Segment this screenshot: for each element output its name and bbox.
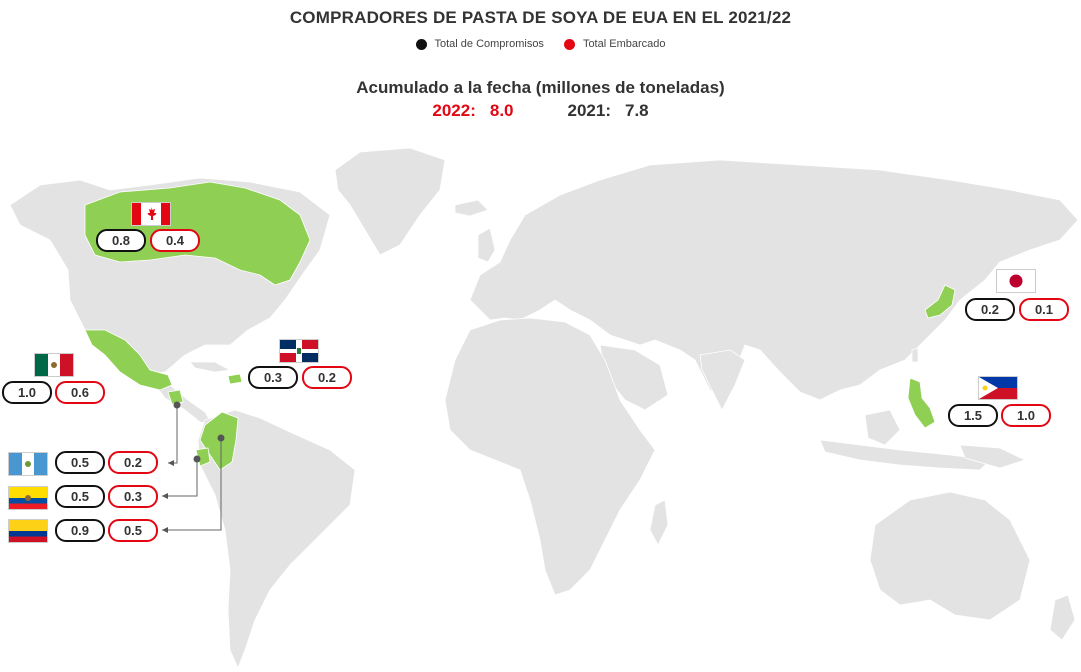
cuba-shape — [189, 361, 232, 373]
guatemala-flag-icon — [9, 453, 47, 475]
colombia-highlight — [199, 411, 239, 471]
uk-shape — [477, 227, 496, 263]
ecuador-shipped-pill: 0.3 — [108, 485, 158, 508]
ecuador-connector — [162, 459, 198, 497]
mexico-highlight — [84, 329, 173, 391]
guatemala-arrowhead — [168, 460, 174, 466]
canada-flag-icon — [132, 203, 170, 225]
chart-title: COMPRADORES DE PASTA DE SOYA DE EUA EN E… — [289, 8, 792, 27]
philippines-committed-pill: 1.5 — [948, 404, 998, 427]
india-shape — [699, 349, 746, 411]
guatemala-highlight — [167, 389, 184, 405]
guatemala-marker — [173, 401, 181, 409]
japan-flag-icon — [997, 270, 1035, 292]
colombia-shipped-pill: 0.5 — [108, 519, 158, 542]
south-america-shape — [197, 409, 356, 670]
japan-shipped-pill: 0.1 — [1019, 298, 1069, 321]
new-guinea-shape — [959, 444, 1027, 469]
new-zealand-shape — [1049, 594, 1076, 641]
mexico-shipped-pill: 0.6 — [55, 381, 105, 404]
subtitle: Acumulado a la fecha (millones de tonela… — [356, 78, 725, 97]
colombia-flag-icon — [9, 520, 47, 542]
taiwan-shape — [911, 347, 919, 363]
colombia-arrowhead — [162, 527, 168, 533]
madagascar-shape — [649, 499, 669, 546]
ecuador-committed-pill: 0.5 — [55, 485, 105, 508]
legend-item-committed: Total de Compromisos — [415, 38, 544, 50]
iceland-shape — [454, 199, 489, 217]
greenland-shape — [334, 147, 446, 256]
colombia-committed-pill: 0.9 — [55, 519, 105, 542]
philippines-flag-icon — [979, 377, 1017, 399]
total-2021: 2021: 7.8 — [568, 101, 649, 121]
philippines-shipped-pill: 1.0 — [1001, 404, 1051, 427]
eurasia-shape — [469, 159, 1079, 401]
total-2021-label: 2021: — [567, 101, 611, 120]
colombia-connector — [162, 438, 222, 531]
australia-shape — [869, 491, 1031, 621]
total-2022: 2022: 8.0 — [432, 101, 513, 121]
total-2021-value: 7.8 — [624, 101, 649, 120]
legend-shipped-label: Total Embarcado — [582, 38, 666, 50]
shipped-dot-icon — [563, 38, 575, 50]
dominican-republic-committed-pill: 0.3 — [248, 366, 298, 389]
legend-item-shipped: Total Embarcado — [563, 38, 666, 50]
total-2022-label: 2022: — [432, 101, 476, 120]
mexico-committed-pill: 1.0 — [2, 381, 52, 404]
ecuador-arrowhead — [162, 493, 168, 499]
guatemala-shipped-pill: 0.2 — [108, 451, 158, 474]
mexico-flag-icon — [35, 354, 73, 376]
borneo-shape — [864, 409, 901, 446]
africa-shape — [444, 317, 656, 596]
philippines-highlight — [907, 377, 936, 429]
canada-committed-pill: 0.8 — [96, 229, 146, 252]
canada-shipped-pill: 0.4 — [150, 229, 200, 252]
colombia-marker — [217, 434, 225, 442]
dominican-republic-flag-icon — [280, 340, 318, 362]
indonesia-shape — [819, 439, 991, 471]
ecuador-flag-icon — [9, 487, 47, 509]
total-2022-value: 8.0 — [489, 101, 514, 120]
totals: 2022: 8.0 2021: 7.8 — [0, 101, 1081, 121]
dominican-republic-highlight — [227, 373, 243, 385]
dominican-republic-shipped-pill: 0.2 — [302, 366, 352, 389]
japan-committed-pill: 0.2 — [965, 298, 1015, 321]
japan-highlight — [924, 284, 956, 319]
guatemala-committed-pill: 0.5 — [55, 451, 105, 474]
legend: Total de Compromisos Total Embarcado — [0, 38, 1081, 50]
guatemala-connector — [168, 405, 178, 464]
ecuador-marker — [193, 455, 201, 463]
legend-committed-label: Total de Compromisos — [434, 38, 544, 50]
committed-dot-icon — [415, 38, 427, 50]
